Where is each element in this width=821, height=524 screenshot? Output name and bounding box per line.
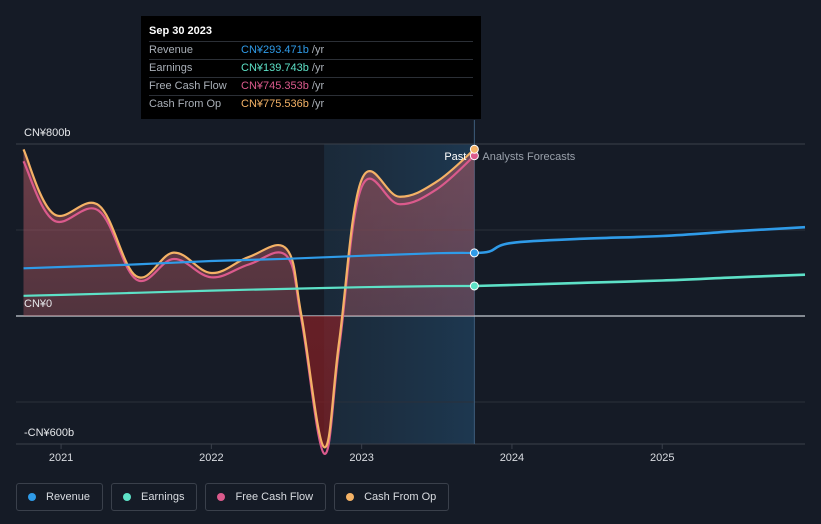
legend-item-earnings[interactable]: Earnings [111,483,198,511]
tooltip-row-revenue: Revenue CN¥293.471b /yr [149,41,473,59]
x-tick-label: 2022 [199,452,223,464]
legend-label: Revenue [46,491,91,503]
legend-label: Earnings [141,491,185,503]
cash-from-op-point [469,144,479,154]
x-tick-label: 2024 [500,452,524,464]
tooltip-value: CN¥139.743b [241,62,309,74]
y-tick-label: CN¥0 [24,298,52,310]
x-tick-label: 2023 [349,452,373,464]
past-label: Past [444,151,466,163]
tooltip-label: Free Cash Flow [149,80,227,92]
legend: Revenue Earnings Free Cash Flow Cash Fro… [16,483,450,511]
x-tick-label: 2025 [650,452,674,464]
tooltip-label: Earnings [149,62,193,74]
cash-from-op-dot-icon [346,493,355,501]
tooltip-unit: /yr [311,44,325,56]
y-tick-label: -CN¥600b [24,427,74,439]
earnings-point [469,281,479,291]
revenue-line-past [23,251,475,270]
x-tick-label: 2021 [49,452,73,464]
cash-from-op-area-positive [23,149,475,316]
free-cash-flow-dot-icon [217,493,226,501]
tooltip-unit: /yr [311,98,325,110]
tooltip-row-free-cash-flow: Free Cash Flow CN¥745.353b /yr [149,77,473,95]
tooltip-label: Cash From Op [149,98,222,110]
legend-label: Free Cash Flow [235,491,314,503]
revenue-line-forecast [474,225,806,255]
tooltip-label: Revenue [149,44,194,56]
forecast-label: Analysts Forecasts [482,151,575,163]
tooltip-unit: /yr [311,80,325,92]
earnings-dot-icon [123,493,132,501]
tooltip-unit: /yr [311,62,325,74]
cash-from-op-line-past [22,148,476,449]
earnings-line-past [23,284,475,297]
tooltip-row-cash-from-op: Cash From Op CN¥775.536b /yr [149,95,473,113]
legend-label: Cash From Op [364,491,437,503]
revenue-point [469,248,479,258]
legend-item-free-cash-flow[interactable]: Free Cash Flow [205,483,327,511]
tooltip-date: Sep 30 2023 [149,25,212,37]
legend-item-cash-from-op[interactable]: Cash From Op [334,483,450,511]
tooltip-value: CN¥775.536b [241,98,309,110]
tooltip-value: CN¥745.353b [241,80,309,92]
tooltip: Sep 30 2023 Revenue CN¥293.471b /yr Earn… [141,16,481,119]
tooltip-row-earnings: Earnings CN¥139.743b /yr [149,59,473,77]
tooltip-value: CN¥293.471b [241,44,309,56]
earnings-line-forecast [474,273,806,288]
revenue-dot-icon [28,493,36,501]
y-tick-label: CN¥800b [24,127,70,139]
legend-item-revenue[interactable]: Revenue [16,483,104,511]
